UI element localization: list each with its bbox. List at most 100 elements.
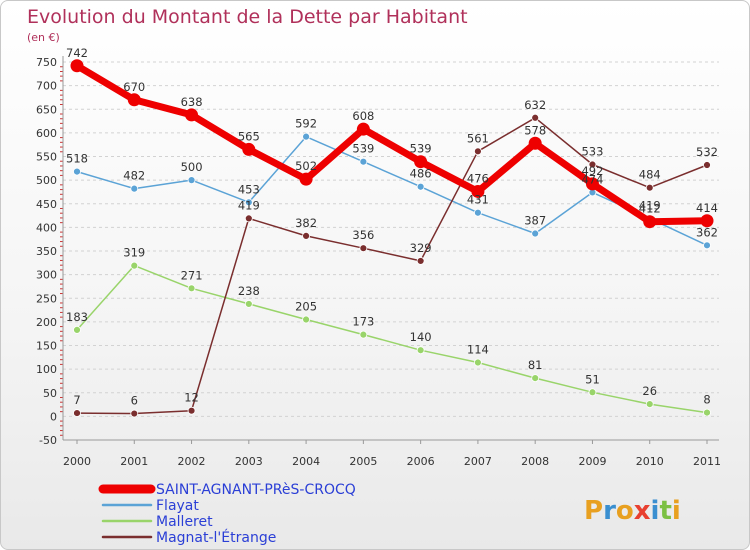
data-point: [645, 400, 654, 408]
data-point: [416, 182, 425, 191]
logo-letter: P: [584, 496, 603, 526]
logo-letter: r: [603, 496, 616, 526]
data-label: 518: [66, 152, 88, 166]
data-label: 356: [352, 228, 374, 242]
unit-label: (en €): [27, 31, 60, 44]
data-label: 632: [524, 98, 546, 112]
data-point: [643, 215, 657, 229]
x-tick-label: 2006: [407, 455, 435, 468]
y-tick-label: 450: [36, 198, 57, 211]
data-point: [588, 160, 597, 169]
data-label: 414: [696, 201, 718, 215]
logo-letter: i: [651, 496, 660, 526]
y-tick-label: 0: [50, 410, 57, 423]
data-label: 419: [639, 198, 661, 212]
data-point: [130, 409, 139, 418]
data-point: [130, 184, 139, 193]
data-label: 486: [410, 167, 432, 181]
data-point: [474, 358, 482, 367]
data-point: [359, 244, 368, 253]
y-tick-labels: -50 0 50 100 150 200 250 300 350 400 450 500 550 600 6…: [36, 56, 57, 447]
data-label: 387: [524, 214, 546, 228]
data-label: 453: [238, 182, 260, 196]
data-label: 412: [639, 202, 661, 216]
data-label: 319: [123, 246, 145, 260]
x-tick-labels: 2000 2001 2002 2003 2004 2005 2006 2007 2008 2009…: [63, 455, 721, 468]
data-point: [356, 122, 370, 136]
data-point: [531, 229, 540, 238]
data-label: 484: [639, 168, 661, 182]
data-label: 382: [295, 216, 317, 230]
data-point: [416, 257, 425, 265]
data-label: 81: [528, 358, 543, 372]
data-point: [474, 208, 482, 217]
data-label: 638: [181, 95, 203, 109]
data-point: [531, 113, 540, 122]
logo-letter: t: [659, 496, 671, 526]
data-label: 500: [181, 160, 203, 174]
data-label: 238: [238, 284, 260, 298]
data-point: [130, 261, 139, 270]
y-tick-label: 350: [36, 245, 57, 258]
y-tick-label: 500: [36, 174, 57, 187]
data-point: [244, 300, 253, 308]
y-tick-label: 150: [36, 340, 57, 353]
data-point: [359, 330, 368, 339]
data-point: [70, 59, 84, 73]
y-tick-label: 650: [36, 103, 57, 116]
data-label: 140: [410, 330, 432, 344]
data-point: [302, 231, 310, 240]
y-tick-label: 50: [43, 387, 57, 400]
logo-letter: x: [634, 496, 651, 526]
data-label: 51: [585, 372, 600, 386]
data-label: 419: [238, 198, 260, 212]
data-label: 26: [642, 384, 657, 398]
x-tick-label: 2005: [349, 455, 377, 468]
data-point: [187, 406, 196, 415]
data-label: 173: [352, 315, 374, 329]
data-label: 670: [123, 80, 145, 94]
x-tick-label: 2003: [235, 455, 263, 468]
x-tick-label: 2007: [464, 455, 492, 468]
y-tick-label: 600: [36, 127, 57, 140]
data-point: [700, 214, 714, 228]
data-point: [474, 147, 482, 156]
data-point: [299, 172, 313, 186]
data-label: 476: [467, 171, 489, 185]
data-point: [703, 241, 711, 250]
data-label: 271: [181, 268, 203, 282]
data-label: 482: [123, 169, 145, 183]
data-label: 6: [131, 394, 138, 408]
y-tick-label: 100: [36, 363, 57, 376]
x-tick-label: 2002: [178, 455, 206, 468]
data-label: 565: [238, 129, 260, 143]
data-label: 114: [467, 343, 489, 357]
data-label: 12: [184, 391, 199, 405]
series-line: [76, 117, 708, 415]
data-point: [73, 167, 81, 176]
x-tick-label: 2010: [636, 455, 664, 468]
data-label: 578: [524, 123, 546, 137]
x-tick-label: 2011: [693, 455, 721, 468]
legend-label: SAINT-AGNANT-PRèS-CROCQ: [156, 482, 356, 498]
data-label: 7: [73, 393, 80, 407]
data-point: [302, 132, 310, 141]
chart-title: Evolution du Montant de la Dette par Hab…: [27, 6, 468, 28]
data-label: 474: [581, 172, 603, 186]
data-point: [127, 93, 141, 107]
data-label: 742: [66, 46, 88, 60]
y-tick-label: 200: [36, 316, 57, 329]
data-label: 205: [295, 300, 317, 314]
data-label: 561: [467, 131, 489, 145]
data-point: [703, 408, 711, 417]
x-tick-label: 2004: [292, 455, 320, 468]
data-label: 492: [581, 164, 603, 178]
data-point: [416, 346, 425, 355]
data-point: [244, 198, 253, 207]
x-tick-label: 2008: [521, 455, 549, 468]
data-label: 183: [66, 310, 88, 324]
data-label: 608: [352, 109, 374, 123]
data-point: [187, 176, 196, 185]
